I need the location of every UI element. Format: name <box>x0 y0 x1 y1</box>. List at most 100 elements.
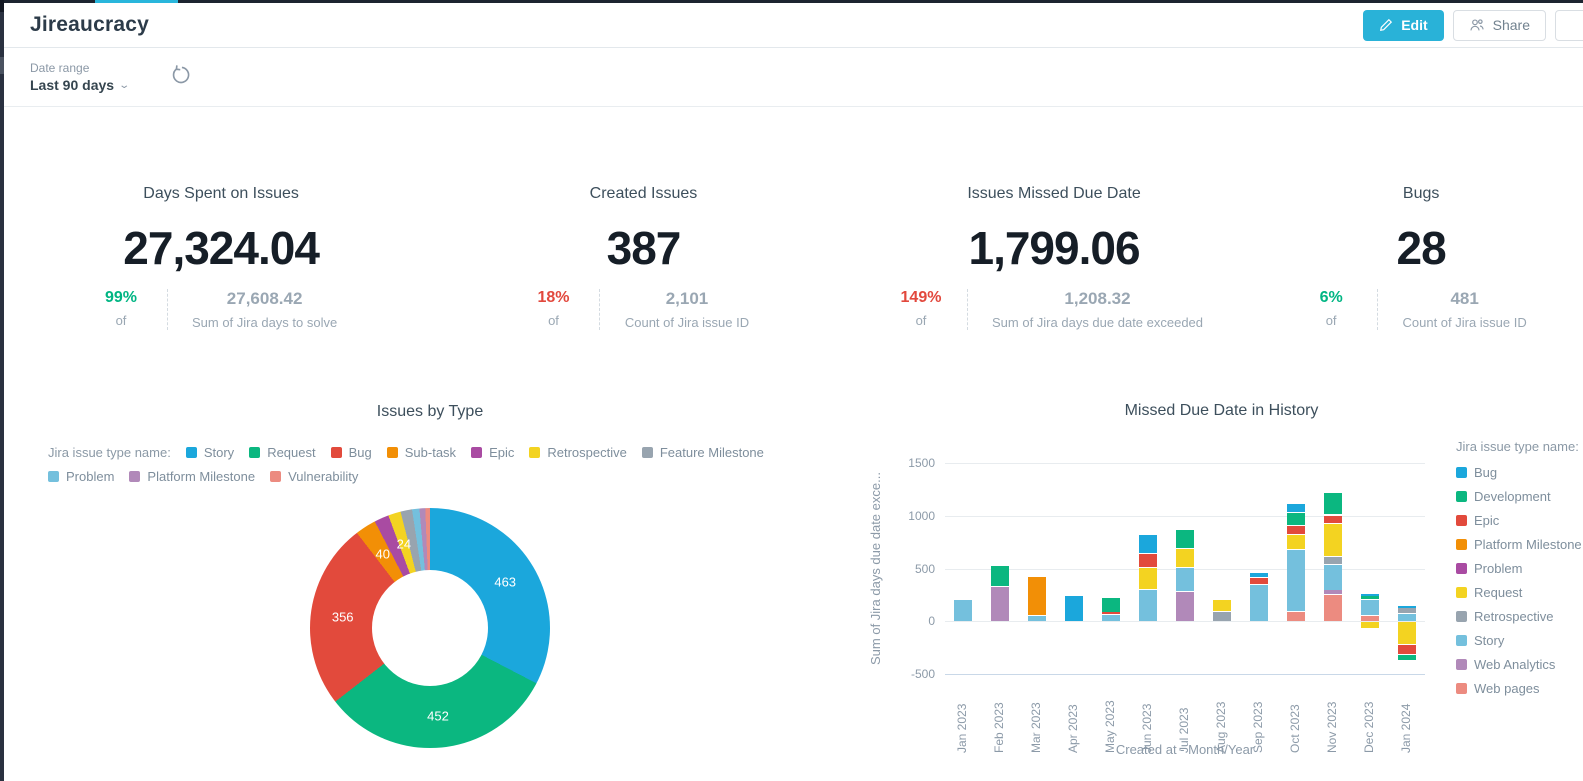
bar-segment-request[interactable] <box>1212 598 1231 612</box>
bar-segment-request[interactable] <box>1139 567 1158 589</box>
bar-segment-bug[interactable] <box>1286 502 1305 512</box>
gridline <box>945 674 1425 675</box>
bar-segment-web-analytics[interactable] <box>1323 590 1342 595</box>
bar-segment-development[interactable] <box>991 565 1010 587</box>
legend-item[interactable]: Development <box>1456 489 1582 504</box>
bar-segment-web-analytics[interactable] <box>1176 591 1194 622</box>
bar-segment-development[interactable] <box>1360 596 1379 599</box>
legend-label: Vulnerability <box>288 469 359 484</box>
legend-swatch <box>270 471 282 482</box>
chart-title: Issues by Type <box>376 403 484 420</box>
legend-item[interactable]: Bug <box>1456 465 1582 480</box>
legend-swatch <box>1456 587 1467 598</box>
bar-segment-epic[interactable] <box>1249 577 1268 584</box>
share-button[interactable]: Share <box>1452 9 1546 41</box>
legend-label: Retrospective <box>1474 609 1554 624</box>
bar-segment-bug[interactable] <box>1360 594 1379 597</box>
bar-segment-story[interactable] <box>1397 612 1416 622</box>
kpi-missed-due-date: Issues Missed Due Date 1,799.06 149% of … <box>849 150 1260 360</box>
legend-item[interactable]: Epic <box>471 445 514 460</box>
legend-swatch <box>1456 635 1467 646</box>
refresh-button[interactable] <box>170 64 192 91</box>
overflow-button[interactable] <box>1555 9 1583 41</box>
date-range-dropdown[interactable]: Date range Last 90 days ⌄ <box>30 61 130 93</box>
kpi-title: Bugs <box>1402 185 1440 202</box>
legend-swatch <box>185 447 197 458</box>
bar-segment-request[interactable] <box>1323 523 1342 557</box>
bar-segment-story[interactable] <box>1249 583 1268 622</box>
kpi-created-issues: Created Issues 387 18% of 2,101 Count of… <box>438 150 849 360</box>
bar-segment-story[interactable] <box>1286 549 1305 612</box>
legend-item[interactable]: Platform Milestone <box>129 469 255 484</box>
bar-segment-retrospective[interactable] <box>1212 611 1231 622</box>
bar-segment-epic[interactable] <box>1286 525 1305 535</box>
legend-item[interactable]: Platform Milestone <box>1456 537 1582 552</box>
bar-segment-development[interactable] <box>1397 655 1416 662</box>
legend-item[interactable]: Problem <box>48 469 114 484</box>
donut-slice-value: 463 <box>494 574 517 590</box>
legend-swatch <box>1456 491 1467 502</box>
legend-label: Request <box>1474 585 1523 600</box>
pie-legend: Jira issue type name: Story Request Bug Sub-… <box>48 445 778 484</box>
legend-item[interactable]: Web Analytics <box>1456 657 1582 672</box>
legend-item[interactable]: Vulnerability <box>270 469 358 484</box>
bar-segment-story[interactable] <box>1102 614 1121 622</box>
bar-segment-story[interactable] <box>1028 614 1047 622</box>
legend-label: Epic <box>489 445 515 460</box>
bar-segment-bug[interactable] <box>1397 606 1416 609</box>
bar-segment-request[interactable] <box>1397 622 1416 646</box>
bar-segment-bug[interactable] <box>1249 572 1268 578</box>
legend-label: Web Analytics <box>1474 657 1556 672</box>
legend-label: Story <box>1474 633 1505 648</box>
legend-label: Feature Milestone <box>659 445 764 460</box>
bar-segment-story[interactable] <box>1323 564 1342 591</box>
legend-label: Development <box>1474 489 1551 504</box>
bar-segment-story[interactable] <box>1176 567 1194 592</box>
legend-item[interactable]: Web pages <box>1456 681 1582 696</box>
bar-segment-web-pages[interactable] <box>1286 611 1305 622</box>
bar-segment-story[interactable] <box>1360 599 1379 615</box>
legend-title: Jira issue type name: <box>1456 439 1579 454</box>
bar-segment-bug[interactable] <box>1139 534 1158 553</box>
bar-segment-development[interactable] <box>1323 491 1342 515</box>
legend-item[interactable]: Story <box>1456 633 1582 648</box>
bar-segment-bug[interactable] <box>1065 594 1084 622</box>
bar-segment-request[interactable] <box>1360 622 1379 629</box>
legend-item[interactable]: Epic <box>1456 513 1582 528</box>
legend-item[interactable]: Retrospective <box>1456 609 1582 624</box>
bar-segment-story[interactable] <box>1139 588 1158 622</box>
kpi-value: 28 <box>1396 222 1447 274</box>
bar-segment-development[interactable] <box>1286 511 1305 526</box>
bar-segment-epic[interactable] <box>1397 645 1416 656</box>
bar-segment-epic[interactable] <box>1139 552 1158 568</box>
people-icon <box>1469 18 1485 32</box>
legend-item[interactable]: Story <box>185 445 234 460</box>
kpi-target-label: Sum of Jira days to solve <box>191 315 338 330</box>
legend-item[interactable]: Request <box>249 445 316 460</box>
bar-segment-web-pages[interactable] <box>1323 594 1342 622</box>
legend-item[interactable]: Problem <box>1456 561 1582 576</box>
bar-segment-web-analytics[interactable] <box>991 586 1010 622</box>
legend-swatch <box>48 471 59 482</box>
side-rail-cap <box>0 0 4 12</box>
kpi-value: 27,324.04 <box>123 222 320 274</box>
bar-segment-retrospective[interactable] <box>1397 608 1416 613</box>
kpi-of-label: of <box>115 313 127 328</box>
bar-segment-request[interactable] <box>1286 534 1305 549</box>
bar-segment-retrospective[interactable] <box>1323 556 1342 565</box>
bar-segment-epic[interactable] <box>1323 514 1342 524</box>
legend-item[interactable]: Feature Milestone <box>641 445 764 460</box>
bar-segment-platform-milestone[interactable] <box>1028 575 1047 615</box>
legend-item[interactable]: Sub-task <box>386 445 456 460</box>
bar-segment-development[interactable] <box>1176 529 1194 549</box>
bar-segment-web-pages[interactable] <box>1360 614 1379 622</box>
legend-item[interactable]: Request <box>1456 585 1582 600</box>
legend-item[interactable]: Retrospective <box>529 445 627 460</box>
bar-segment-story[interactable] <box>954 599 973 622</box>
bar-segment-development[interactable] <box>1102 596 1121 613</box>
donut-chart[interactable]: 463 452 356 40 24 <box>310 508 550 748</box>
bar-segment-epic[interactable] <box>1102 612 1121 615</box>
legend-item[interactable]: Bug <box>330 445 372 460</box>
edit-button[interactable]: Edit <box>1363 9 1444 41</box>
bar-segment-request[interactable] <box>1176 548 1194 568</box>
